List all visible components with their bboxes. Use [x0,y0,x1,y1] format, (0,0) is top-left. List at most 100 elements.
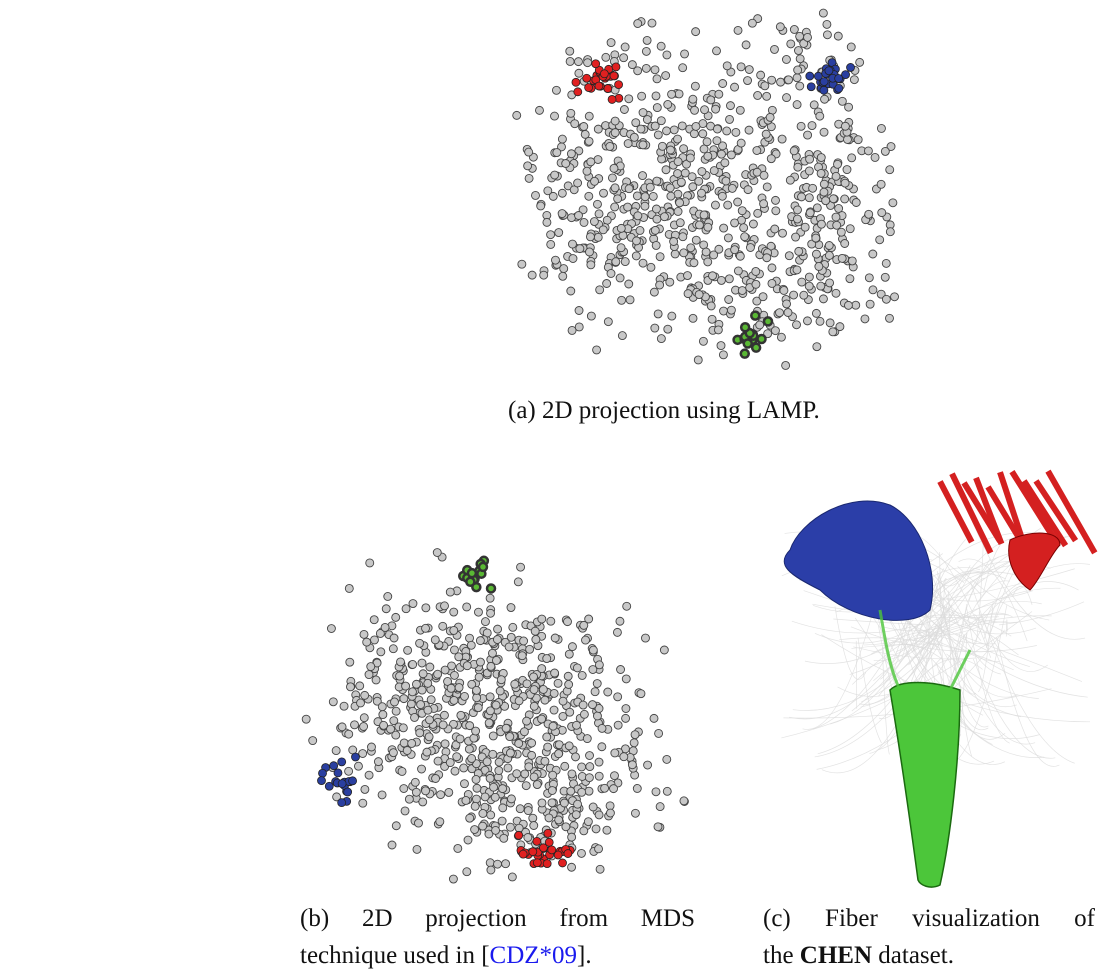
scatter-point [679,64,687,72]
scatter-point [726,102,734,110]
scatter-point [567,287,575,295]
scatter-point [372,676,380,684]
scatter-point [585,248,593,256]
scatter-point [793,215,801,223]
scatter-point [610,785,618,793]
scatter-point [663,787,671,795]
scatter-point [625,95,633,103]
scatter-point [538,799,546,807]
scatter-point [486,859,494,867]
scatter-point [515,740,523,748]
scatter-point [836,323,844,331]
scatter-point [690,259,698,267]
scatter-point [631,731,639,739]
scatter-point [681,50,689,58]
scatter-point [530,821,538,829]
scatter-point [441,740,449,748]
scatter-point [843,166,851,174]
scatter-point [611,749,619,757]
scatter-point [618,296,626,304]
scatter-point [806,209,814,217]
scatter-point [360,630,368,638]
scatter-point [749,220,757,228]
scatter-point [754,91,762,99]
scatter-point [446,759,454,767]
scatter-point [652,788,660,796]
scatter-point [768,76,776,84]
scatter-point [865,210,873,218]
scatter-point [302,715,310,723]
scatter-point [359,750,367,758]
citation-link[interactable]: CDZ*09 [490,942,578,969]
scatter-point-green [744,340,752,348]
caption-c-line2-end: dataset. [872,942,954,969]
scatter-point [345,767,353,775]
scatter-point [812,250,820,258]
scatter-point [499,804,507,812]
scatter-point [587,312,595,320]
scatter-point [586,752,594,760]
scatter-point [826,279,834,287]
scatter-point [656,253,664,261]
scatter-point [664,100,672,108]
scatter-point [801,223,809,231]
scatter-point [679,233,687,241]
scatter-point [550,689,558,697]
scatter-point [419,670,427,678]
scatter-point [535,106,543,114]
scatter-point [670,126,678,134]
scatter-point [676,219,684,227]
scatter-point [424,706,432,714]
scatter-point [475,673,483,681]
scatter-point [523,717,531,725]
scatter-point [823,20,831,28]
scatter-point [551,669,559,677]
scatter-point [600,189,608,197]
scatter-point [409,660,417,668]
figure-c-fiber-visualization [760,460,1110,890]
scatter-point-red [595,82,603,90]
scatter-point [850,76,858,84]
scatter-point [392,822,400,830]
scatter-point [805,273,813,281]
scatter-point [547,240,555,248]
scatter-point [595,661,603,669]
scatter-point [841,122,849,130]
scatter-point [622,675,630,683]
scatter-point [526,645,534,653]
scatter-point [425,733,433,741]
scatter-point [780,286,788,294]
scatter-point [411,778,419,786]
scatter-point [641,193,649,201]
scatter-point [691,106,699,114]
scatter-point [717,276,725,284]
scatter-point [450,696,458,704]
scatter-point [555,816,563,824]
scatter-point [506,749,514,757]
scatter-point-red [600,70,608,78]
scatter-point [384,592,392,600]
scatter-point [882,295,890,303]
scatter-point [413,845,421,853]
scatter-point [548,799,556,807]
scatter-point [697,189,705,197]
scatter-point [641,634,649,642]
scatter-point [419,798,427,806]
scatter-point [620,105,628,113]
scatter-point-blue [825,67,833,75]
scatter-point [409,600,417,608]
scatter-point [585,112,593,120]
scatter-point [496,687,504,695]
scatter-point [633,192,641,200]
context-fiber [999,602,1084,625]
scatter-plot-b [295,530,695,890]
scatter-point [380,721,388,729]
scatter-point [810,101,818,109]
scatter-point [713,137,721,145]
scatter-point [404,646,412,654]
scatter-point [585,192,593,200]
scatter-point [563,618,571,626]
scatter-point [663,127,671,135]
scatter-point [587,158,595,166]
scatter-point [838,97,846,105]
